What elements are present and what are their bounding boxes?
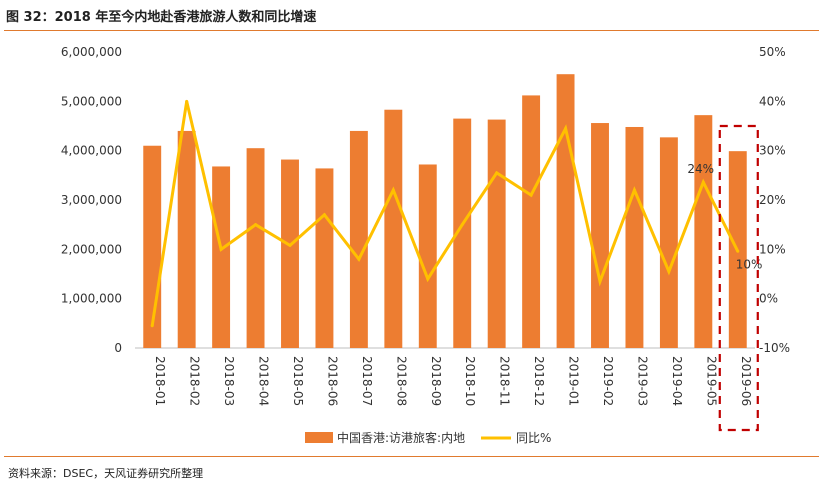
highlight-box bbox=[718, 124, 759, 432]
footer-divider bbox=[4, 456, 819, 457]
yoy-point-2018-03 bbox=[219, 247, 223, 251]
bar-2019-04 bbox=[659, 137, 678, 348]
x-tick-label: 2019-04 bbox=[670, 356, 684, 406]
y-right-tick-label: 0% bbox=[759, 292, 778, 306]
bar-2018-02 bbox=[177, 130, 196, 348]
legend-bar-label: 中国香港:访港旅客:内地 bbox=[337, 430, 465, 445]
y-right-tick-label: 20% bbox=[759, 193, 786, 207]
yoy-point-2018-07 bbox=[357, 257, 361, 261]
yoy-point-2018-05 bbox=[288, 243, 292, 247]
x-tick-label: 2019-05 bbox=[704, 356, 718, 406]
y-left-tick-label: 3,000,000 bbox=[61, 193, 122, 207]
yoy-line bbox=[150, 100, 740, 327]
yoy-point-2019-02 bbox=[598, 279, 602, 283]
bar-2019-03 bbox=[625, 126, 644, 348]
bar-2019-01 bbox=[556, 74, 575, 348]
yoy-point-2018-10 bbox=[460, 223, 464, 227]
title-divider bbox=[4, 30, 819, 31]
x-tick-label: 2018-08 bbox=[394, 356, 408, 406]
x-tick-label: 2019-02 bbox=[601, 356, 615, 406]
bar-2018-06 bbox=[315, 168, 334, 348]
x-tick-label: 2018-12 bbox=[532, 356, 546, 406]
bar-2019-02 bbox=[591, 123, 609, 348]
yoy-point-2018-09 bbox=[426, 277, 430, 281]
source-note: 资料来源：DSEC，天风证券研究所整理 bbox=[8, 467, 204, 480]
bar-2018-03 bbox=[212, 166, 231, 348]
y-left-tick-label: 5,000,000 bbox=[61, 94, 122, 108]
y-right-tick-label: 10% bbox=[759, 242, 786, 256]
y-right-tick-label: 30% bbox=[759, 144, 786, 158]
x-tick-label: 2019-01 bbox=[567, 356, 581, 406]
y-left-tick-label: 6,000,000 bbox=[61, 45, 122, 59]
y-left-tick-label: 0 bbox=[114, 341, 122, 355]
bar-2018-04 bbox=[246, 148, 265, 348]
yoy-point-2018-08 bbox=[391, 188, 395, 192]
legend-line-label: 同比% bbox=[516, 431, 551, 445]
bar-2018-07 bbox=[349, 130, 368, 348]
x-tick-label: 2019-03 bbox=[635, 356, 649, 406]
x-tick-label: 2018-03 bbox=[222, 356, 236, 406]
x-tick-label: 2018-07 bbox=[360, 356, 374, 406]
bar-2019-05 bbox=[694, 115, 713, 348]
data-label-2019-05: 24% bbox=[687, 162, 714, 176]
yoy-point-2018-04 bbox=[254, 223, 258, 227]
x-tick-label: 2018-04 bbox=[257, 356, 271, 406]
yoy-point-2019-01 bbox=[564, 126, 568, 130]
yoy-point-2018-02 bbox=[185, 99, 189, 103]
x-tick-label: 2018-05 bbox=[291, 356, 305, 406]
bar-2018-05 bbox=[281, 159, 299, 348]
yoy-point-2018-01 bbox=[150, 324, 154, 328]
legend-bar-swatch bbox=[305, 432, 333, 443]
x-tick-label: 2018-01 bbox=[153, 356, 167, 406]
yoy-point-2019-05 bbox=[701, 180, 705, 184]
x-tick-label: 2018-06 bbox=[325, 356, 339, 406]
y-right-tick-label: 50% bbox=[759, 45, 786, 59]
yoy-point-2018-06 bbox=[322, 213, 326, 217]
bar-2018-08 bbox=[384, 109, 403, 348]
x-tick-label: 2018-02 bbox=[188, 356, 202, 406]
y-right-tick-label: 40% bbox=[759, 94, 786, 108]
y-left-tick-label: 1,000,000 bbox=[61, 292, 122, 306]
yoy-point-2019-03 bbox=[632, 188, 636, 192]
bar-2018-12 bbox=[522, 95, 541, 348]
yoy-point-2018-11 bbox=[495, 171, 499, 175]
x-tick-label: 2018-10 bbox=[463, 356, 477, 406]
yoy-point-2019-04 bbox=[667, 270, 671, 274]
yoy-point-2019-06 bbox=[736, 249, 740, 253]
bar-2018-10 bbox=[453, 118, 472, 348]
chart-title: 图 32：2018 年至今内地赴香港旅游人数和同比增速 bbox=[6, 10, 317, 25]
y-left-tick-label: 2,000,000 bbox=[61, 242, 122, 256]
y-right-tick-label: -10% bbox=[759, 341, 790, 355]
x-tick-label: 2018-09 bbox=[429, 356, 443, 406]
data-label-2019-06: 10% bbox=[736, 257, 763, 271]
bar-2018-09 bbox=[418, 164, 437, 348]
bar-2018-11 bbox=[487, 119, 506, 348]
x-tick-label: 2019-06 bbox=[739, 356, 753, 406]
x-tick-label: 2018-11 bbox=[498, 356, 512, 406]
yoy-point-2018-12 bbox=[529, 193, 533, 197]
y-left-tick-label: 4,000,000 bbox=[61, 144, 122, 158]
